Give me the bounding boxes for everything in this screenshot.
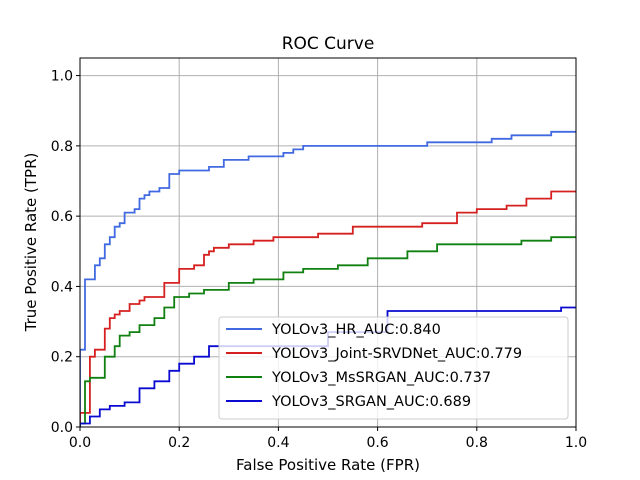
y-axis-ticks: 0.0 0.2 0.4 0.6 0.8 1.0 xyxy=(51,69,80,436)
legend-label-2: YOLOv3_Joint-SRVDNet_AUC:0.779 xyxy=(271,346,522,362)
legend-box xyxy=(218,316,569,420)
y-tick-label: 0.6 xyxy=(51,209,73,225)
x-tick-label: 0.0 xyxy=(69,435,91,451)
y-tick-label: 1.0 xyxy=(51,69,73,85)
x-axis-label: False Positive Rate (FPR) xyxy=(236,456,420,474)
roc-line-series-2 xyxy=(80,190,576,427)
plot-frame xyxy=(79,57,577,428)
y-tick-label: 0.8 xyxy=(51,139,73,155)
legend-label-4: YOLOv3_SRGAN_AUC:0.689 xyxy=(271,394,471,410)
x-tick-label: 0.6 xyxy=(366,435,388,451)
legend-label-3: YOLOv3_MsSRGAN_AUC:0.737 xyxy=(271,370,491,386)
x-axis-ticks: 0.0 0.2 0.4 0.6 0.8 1.0 xyxy=(69,427,587,451)
y-tick-label: 0.4 xyxy=(51,279,73,295)
legend: YOLOv3_HR_AUC:0.840 YOLOv3_Joint-SRVDNet_… xyxy=(218,316,569,420)
x-tick-label: 0.8 xyxy=(466,435,488,451)
y-tick-label: 0.2 xyxy=(51,350,73,366)
roc-line-series-1 xyxy=(80,130,576,427)
x-tick-label: 0.4 xyxy=(267,435,289,451)
y-tick-label: 0.0 xyxy=(51,420,73,436)
chart-title: ROC Curve xyxy=(282,34,375,54)
y-axis-label: True Positive Rate (TPR) xyxy=(22,153,40,333)
legend-label-1: YOLOv3_HR_AUC:0.840 xyxy=(271,322,441,338)
x-tick-label: 1.0 xyxy=(565,435,587,451)
roc-line-series-3 xyxy=(80,236,576,427)
x-tick-label: 0.2 xyxy=(168,435,190,451)
